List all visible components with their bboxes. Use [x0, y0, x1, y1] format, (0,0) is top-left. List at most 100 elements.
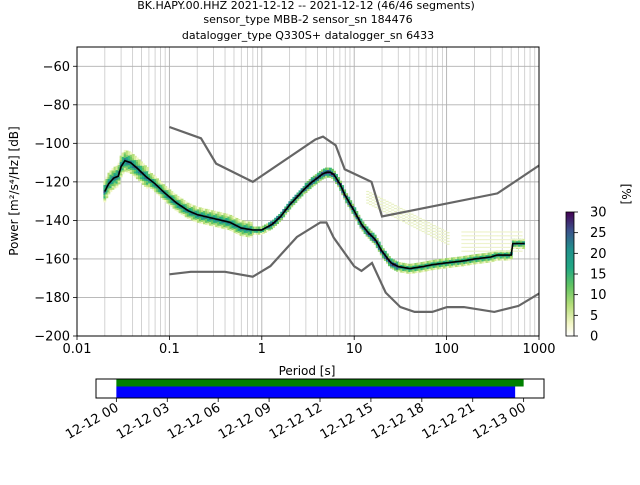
density-bin [444, 265, 448, 269]
density-bin [249, 233, 253, 236]
density-bin [237, 220, 241, 224]
density-bin-faint [368, 198, 372, 200]
density-bin [349, 205, 353, 209]
density-bin [385, 259, 389, 262]
density-bin [192, 207, 196, 210]
density-bin [453, 257, 456, 260]
density-bin-faint [464, 231, 468, 233]
density-bin [377, 247, 381, 250]
density-bin-faint [371, 202, 375, 204]
density-bin [174, 194, 178, 197]
density-bin [294, 194, 298, 198]
density-bin [211, 223, 214, 227]
density-bin [424, 261, 428, 264]
density-bin [142, 171, 145, 174]
density-bin [196, 220, 200, 223]
density-bin [192, 218, 196, 222]
density-bin [451, 259, 454, 262]
density-bin [365, 228, 369, 231]
density-bin [483, 253, 487, 256]
availability-tick-label: 12-12 03 [114, 400, 172, 442]
density-bin [324, 167, 328, 170]
density-bin [123, 161, 127, 164]
density-bin-faint [497, 235, 501, 237]
density-bin-faint [475, 246, 479, 248]
density-bin-faint [377, 196, 381, 198]
density-bin-faint [410, 216, 414, 218]
density-bin [158, 182, 162, 185]
density-bin-faint [366, 202, 370, 204]
density-bin [243, 224, 247, 228]
density-bin [314, 179, 318, 183]
density-bin [229, 216, 233, 220]
density-bin-faint [469, 231, 473, 233]
density-bin-faint [438, 236, 442, 238]
density-bin [300, 188, 304, 191]
density-bin [245, 223, 249, 226]
density-bin [396, 263, 399, 266]
density-bin [522, 244, 525, 248]
density-bin [152, 174, 156, 178]
density-bin [266, 227, 269, 230]
density-bin-faint [461, 246, 465, 248]
density-bin-faint [388, 210, 392, 213]
density-bin [469, 256, 473, 260]
density-bin [493, 252, 497, 256]
density-bin [420, 264, 424, 267]
density-bin [333, 170, 336, 174]
density-bin [190, 216, 194, 219]
density-bin [117, 166, 121, 169]
density-bin [213, 212, 216, 216]
density-bin [436, 265, 440, 268]
density-bin [205, 208, 208, 212]
density-bin [117, 162, 121, 166]
density-bin [154, 187, 158, 191]
density-bin-faint [472, 239, 476, 241]
density-bin [119, 172, 123, 176]
density-bin [489, 252, 493, 255]
density-bin [188, 203, 192, 207]
density-bin [302, 189, 306, 193]
density-bin [347, 196, 351, 200]
density-bin [123, 155, 127, 159]
density-bin-faint [438, 227, 442, 230]
density-bin [176, 209, 180, 212]
density-bin [150, 184, 153, 188]
density-bin [131, 171, 135, 174]
density-bin [198, 220, 202, 224]
density-bin [140, 163, 143, 166]
density-bin [150, 182, 153, 186]
density-bin [103, 180, 107, 184]
density-bin-faint [380, 206, 384, 208]
density-bin [194, 206, 198, 209]
density-bin [115, 165, 119, 169]
density-bin [152, 176, 156, 179]
density-bin [113, 184, 117, 187]
density-bin [121, 156, 125, 159]
density-bin [359, 226, 363, 229]
density-bin [432, 261, 436, 265]
y-tick-label: −160 [34, 252, 70, 267]
density-bin [296, 198, 300, 201]
density-bin [331, 174, 334, 178]
density-bin-faint [489, 235, 493, 237]
density-bin [207, 220, 210, 224]
density-bin [412, 269, 416, 272]
density-bin-faint [385, 203, 389, 205]
density-bin [243, 234, 247, 237]
density-bin [186, 204, 190, 208]
density-bin [137, 165, 141, 168]
density-bin [347, 202, 351, 205]
density-bin-faint [519, 246, 523, 248]
density-bin-faint [418, 223, 422, 225]
density-bin [255, 226, 259, 229]
density-bin [505, 256, 509, 259]
density-bin [162, 186, 166, 189]
density-bin [495, 256, 499, 259]
density-bin [164, 195, 168, 199]
y-tick-label: −80 [43, 98, 70, 113]
density-bin [398, 267, 401, 271]
density-bin [235, 227, 239, 231]
density-bin-faint [464, 246, 468, 248]
density-bin [264, 230, 267, 233]
